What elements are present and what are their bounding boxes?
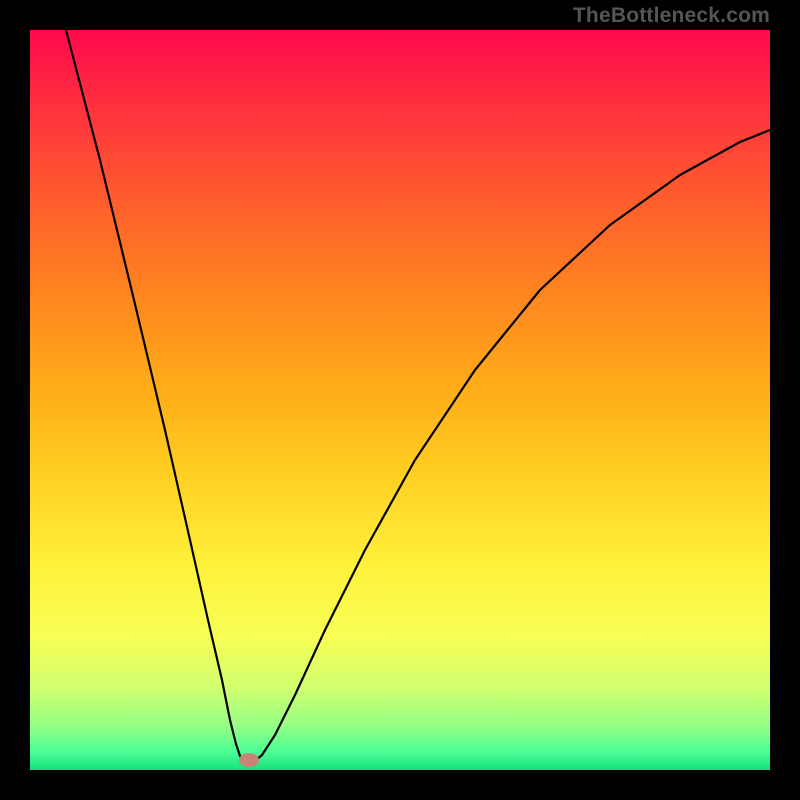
bottleneck-curve	[30, 30, 770, 770]
watermark-text: TheBottleneck.com	[573, 4, 770, 28]
plot-area	[30, 30, 770, 770]
chart-frame: TheBottleneck.com	[0, 0, 800, 800]
valley-marker	[239, 753, 259, 767]
